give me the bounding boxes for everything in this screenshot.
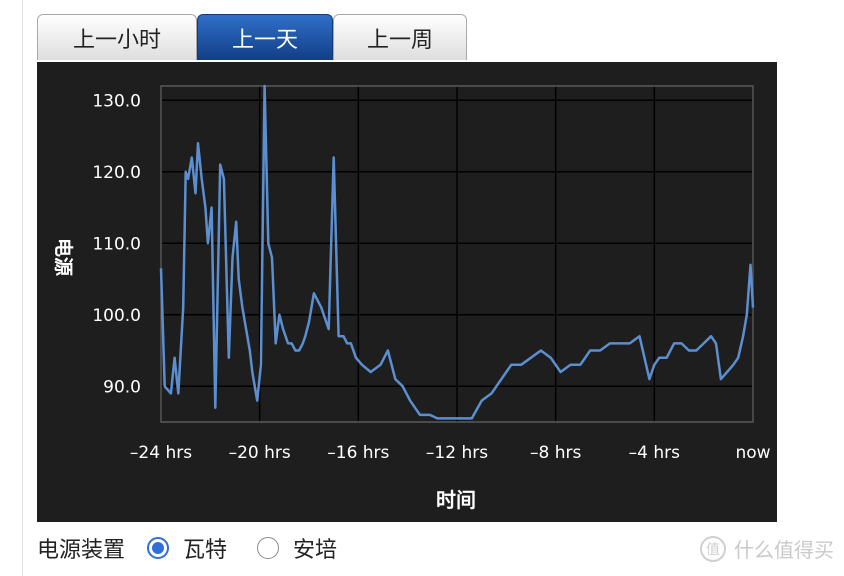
unit-ampere-label: 安培 (293, 538, 338, 563)
page-left-border (22, 0, 23, 576)
y-tick-labels: 90.0 100.0 110.0 120.0 130.0 (92, 91, 141, 397)
chart-grid (160, 86, 754, 422)
x-axis-title: 时间 (436, 488, 476, 512)
tab-last-hour[interactable]: 上一小时 (37, 14, 197, 60)
watermark-logo-icon: 值 (700, 535, 726, 562)
x-tick-label: –16 hrs (327, 443, 389, 463)
power-chart: 90.0 100.0 110.0 120.0 130.0 –24 hrs –20 hrs –… (37, 62, 777, 522)
y-axis-title: 电源 (52, 238, 75, 276)
plot-area-frame (160, 85, 754, 423)
unit-option-ampere[interactable]: 安培 (257, 532, 337, 564)
tab-last-week[interactable]: 上一周 (333, 14, 467, 60)
y-tick-label: 130.0 (92, 91, 141, 111)
power-device-selector: 电源装置 瓦特 安培 (37, 530, 367, 566)
x-tick-label: –12 hrs (426, 443, 488, 463)
x-tick-labels: –24 hrs –20 hrs –16 hrs –12 hrs –8 hrs –4 hrs… (130, 443, 771, 463)
site-watermark: 值 什么值得买 (700, 534, 834, 563)
radio-ampere[interactable] (257, 537, 280, 559)
radio-watt[interactable] (147, 537, 170, 559)
x-tick-label: –4 hrs (629, 443, 680, 463)
y-tick-label: 110.0 (92, 234, 141, 254)
x-tick-label: –24 hrs (130, 443, 192, 463)
power-series-line (159, 84, 755, 420)
power-device-label: 电源装置 (37, 538, 126, 563)
y-tick-label: 90.0 (103, 377, 141, 397)
watermark-text: 什么值得买 (734, 538, 834, 562)
unit-watt-label: 瓦特 (183, 538, 228, 563)
x-tick-label: –8 hrs (530, 443, 581, 463)
y-tick-label: 120.0 (92, 163, 141, 183)
y-tick-label: 100.0 (92, 306, 141, 326)
x-tick-label: –20 hrs (229, 443, 291, 463)
x-tick-label: now (735, 443, 770, 463)
unit-option-watt[interactable]: 瓦特 (147, 532, 227, 564)
tab-last-day[interactable]: 上一天 (197, 14, 333, 60)
